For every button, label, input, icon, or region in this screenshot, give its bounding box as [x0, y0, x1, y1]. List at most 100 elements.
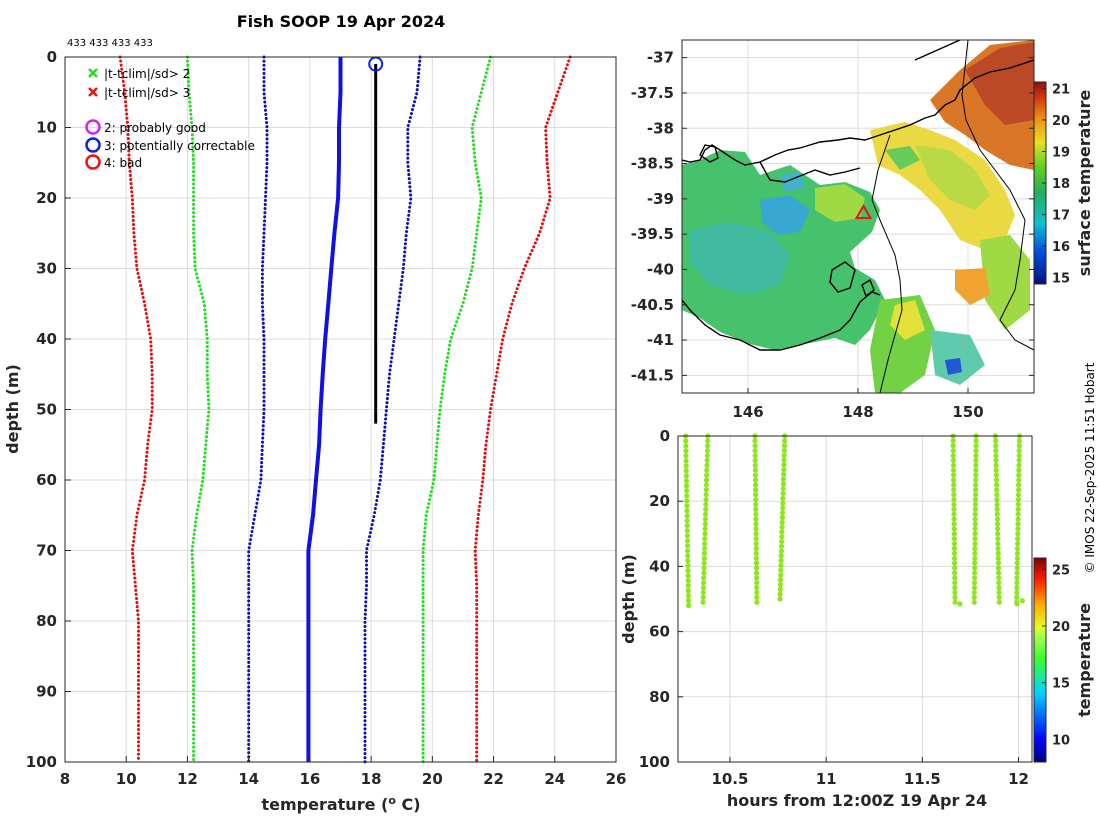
cast-data-point: [703, 506, 709, 512]
cast-data-point: [995, 565, 1002, 571]
cast-data-point: [683, 443, 689, 449]
cast-data-point: [753, 545, 759, 552]
cast-data-point: [753, 550, 759, 557]
cast-data-point: [701, 560, 707, 566]
map-x-tick-label: 148: [842, 403, 873, 421]
cast-data-point: [950, 438, 956, 444]
profile-series: [118, 55, 572, 764]
cast-data-point: [753, 570, 760, 576]
cast-data-point: [753, 555, 760, 561]
cast-data-point: [1015, 506, 1021, 512]
cast-data-point: [950, 457, 957, 463]
cast-data-point: [952, 599, 958, 605]
cast-data-point: [971, 594, 977, 601]
cast-data-point: [995, 536, 1001, 542]
cast-data-point: [704, 457, 710, 463]
map-y-tick-label: -39: [647, 190, 674, 208]
cast-data-point: [952, 580, 958, 586]
profile-y-tick-label: 50: [36, 401, 57, 419]
cast-data-point: [781, 462, 787, 468]
time-depth-x-tick-label: 11.5: [904, 770, 941, 788]
profile-chart: 8 10 12 14 16 18 20 22 24 26 0 10 20 30 40 50 60 70 80 90 1…: [3, 12, 626, 814]
cast-data-point: [754, 599, 760, 605]
cast-data-point: [1016, 448, 1022, 454]
legend-x-green-icon: [88, 68, 98, 78]
time-depth-xlabel: hours from 12:00Z 19 Apr 24: [727, 791, 987, 810]
cast-data-point: [753, 516, 759, 522]
cast-data-point: [702, 531, 708, 537]
cast-data-point: [994, 497, 1000, 503]
series-clim_minus_2sd: [185, 55, 211, 764]
legend-item-3sd: |t-tclim|/sd> 3: [88, 86, 190, 100]
profile-xlabel-end: C): [396, 795, 421, 814]
coast-islet: [861, 278, 875, 298]
cast-data-point: [684, 528, 690, 534]
cast-data-point: [951, 550, 958, 557]
cast-data-point: [704, 462, 710, 468]
profile-x-tick-label: 12: [177, 770, 198, 788]
legend-item-2sd: |t-tclim|/sd> 2: [88, 67, 190, 81]
series-clim_minus_1sd: [247, 55, 269, 764]
cast-data-point: [972, 536, 978, 542]
cast-data-point: [753, 501, 759, 508]
cast-data-point: [779, 534, 785, 540]
cast-data-point: [1015, 501, 1021, 508]
cast-data-point: [753, 511, 759, 517]
temperature-colorbar-tick-label: 25: [1052, 563, 1070, 578]
cast-data-point: [1015, 497, 1022, 503]
cast-data-point: [752, 453, 758, 459]
cast-data-point: [973, 467, 979, 473]
cast-data-point: [972, 555, 978, 561]
cast-data-point: [951, 541, 958, 547]
cast-data-point: [951, 482, 957, 488]
cast-data-point: [1016, 457, 1022, 463]
cast-data-point: [685, 548, 691, 554]
cast-data-point: [973, 438, 979, 444]
cast-data-point: [753, 531, 759, 537]
cast-data-point: [950, 467, 957, 473]
sst-colorbar-ticks: 15 16 17 18 19 20 21: [1042, 82, 1070, 287]
cast-data-point: [752, 477, 759, 483]
cast-data-point: [952, 575, 958, 581]
cast-data-point: [1015, 531, 1021, 537]
cast-data-point: [971, 589, 978, 596]
cast-data-point: [973, 462, 979, 468]
profile-y-tick-label: 40: [36, 330, 57, 348]
cast-data-point: [995, 526, 1001, 532]
legend-item-probably-good: 2: probably good: [85, 119, 206, 135]
credit-text: © IMOS 22-Sep-2025 11:51 Hobart: [1083, 362, 1097, 573]
eez-boundary-east: [961, 40, 1034, 351]
cast-data-point: [701, 580, 707, 586]
cast-data-point: [994, 506, 1000, 512]
cast-data-point: [685, 588, 691, 594]
cast-data-point: [994, 492, 1000, 498]
cast-data-point: [994, 516, 1001, 522]
cast-data-point: [701, 565, 707, 571]
profile-y-tick-label: 100: [26, 753, 57, 771]
cast-data-point: [779, 519, 785, 525]
cast-data-point: [781, 471, 787, 477]
sst-patch-cold-spot: [945, 358, 962, 375]
map-x-tick-label: 150: [952, 403, 983, 421]
cast-data-point: [703, 477, 710, 483]
cast-data-point: [753, 521, 759, 527]
cast-data-point: [780, 476, 787, 482]
cast-data-point: [973, 453, 979, 459]
cast-data-point: [684, 508, 690, 514]
cast-data-point: [972, 511, 978, 517]
cast-data-point: [950, 443, 956, 449]
cast-data-point: [704, 443, 711, 449]
cast-data-point: [994, 487, 1000, 493]
sst-patch-south-warm: [890, 300, 925, 340]
cast-data-point: [753, 536, 759, 542]
cast-data-point: [685, 563, 691, 569]
cast-data-point: [972, 565, 978, 571]
cast-data-point: [972, 531, 978, 537]
profile-y-tick-label: 60: [36, 471, 57, 489]
temperature-colorbar-label: temperature: [1075, 603, 1094, 717]
cast-data-point: [683, 458, 689, 464]
cast-data-point: [702, 516, 709, 522]
cast-data-point: [952, 589, 958, 596]
cast-data-point: [685, 578, 691, 584]
profile-ylabel: depth (m): [3, 364, 22, 454]
